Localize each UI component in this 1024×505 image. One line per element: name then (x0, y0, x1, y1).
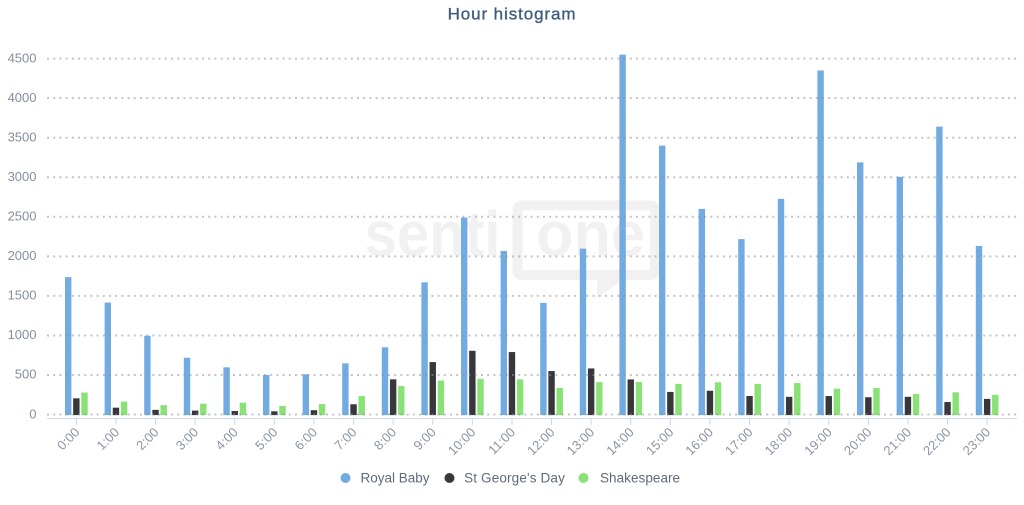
svg-text:2000: 2000 (8, 248, 37, 263)
svg-text:5:00: 5:00 (252, 425, 281, 454)
svg-text:4500: 4500 (8, 50, 37, 65)
svg-text:21:00: 21:00 (880, 425, 914, 459)
svg-text:0: 0 (29, 406, 36, 421)
svg-text:2500: 2500 (8, 209, 37, 224)
svg-text:23:00: 23:00 (960, 425, 994, 459)
svg-text:8:00: 8:00 (371, 425, 400, 454)
svg-text:Hour histogram: Hour histogram (448, 5, 577, 24)
svg-text:20:00: 20:00 (841, 425, 875, 459)
svg-text:2:00: 2:00 (133, 425, 162, 454)
svg-text:18:00: 18:00 (762, 425, 796, 459)
svg-text:19:00: 19:00 (801, 425, 835, 459)
svg-text:15:00: 15:00 (643, 425, 677, 459)
svg-text:3000: 3000 (8, 169, 37, 184)
svg-text:11:00: 11:00 (485, 425, 518, 458)
svg-text:3:00: 3:00 (173, 425, 202, 454)
svg-text:6:00: 6:00 (292, 425, 321, 454)
svg-text:9:00: 9:00 (410, 425, 439, 454)
svg-text:Shakespeare: Shakespeare (600, 471, 680, 486)
svg-text:13:00: 13:00 (564, 425, 598, 459)
svg-text:one: one (536, 200, 645, 270)
svg-text:St George's Day: St George's Day (464, 471, 565, 486)
svg-text:0:00: 0:00 (54, 425, 83, 454)
svg-text:14:00: 14:00 (603, 425, 637, 459)
svg-text:1:00: 1:00 (94, 425, 123, 454)
svg-text:senti: senti (365, 200, 501, 270)
svg-text:22:00: 22:00 (920, 425, 954, 459)
svg-text:7:00: 7:00 (331, 425, 360, 454)
svg-text:1500: 1500 (8, 288, 37, 303)
svg-text:12:00: 12:00 (524, 425, 558, 459)
svg-text:4000: 4000 (8, 90, 37, 105)
svg-text:500: 500 (15, 367, 37, 382)
svg-text:10:00: 10:00 (445, 425, 479, 459)
svg-text:Royal Baby: Royal Baby (361, 471, 430, 486)
svg-text:1000: 1000 (8, 327, 37, 342)
svg-text:16:00: 16:00 (682, 425, 716, 459)
svg-text:3500: 3500 (8, 129, 37, 144)
svg-text:4:00: 4:00 (212, 425, 241, 454)
svg-text:17:00: 17:00 (722, 425, 756, 459)
